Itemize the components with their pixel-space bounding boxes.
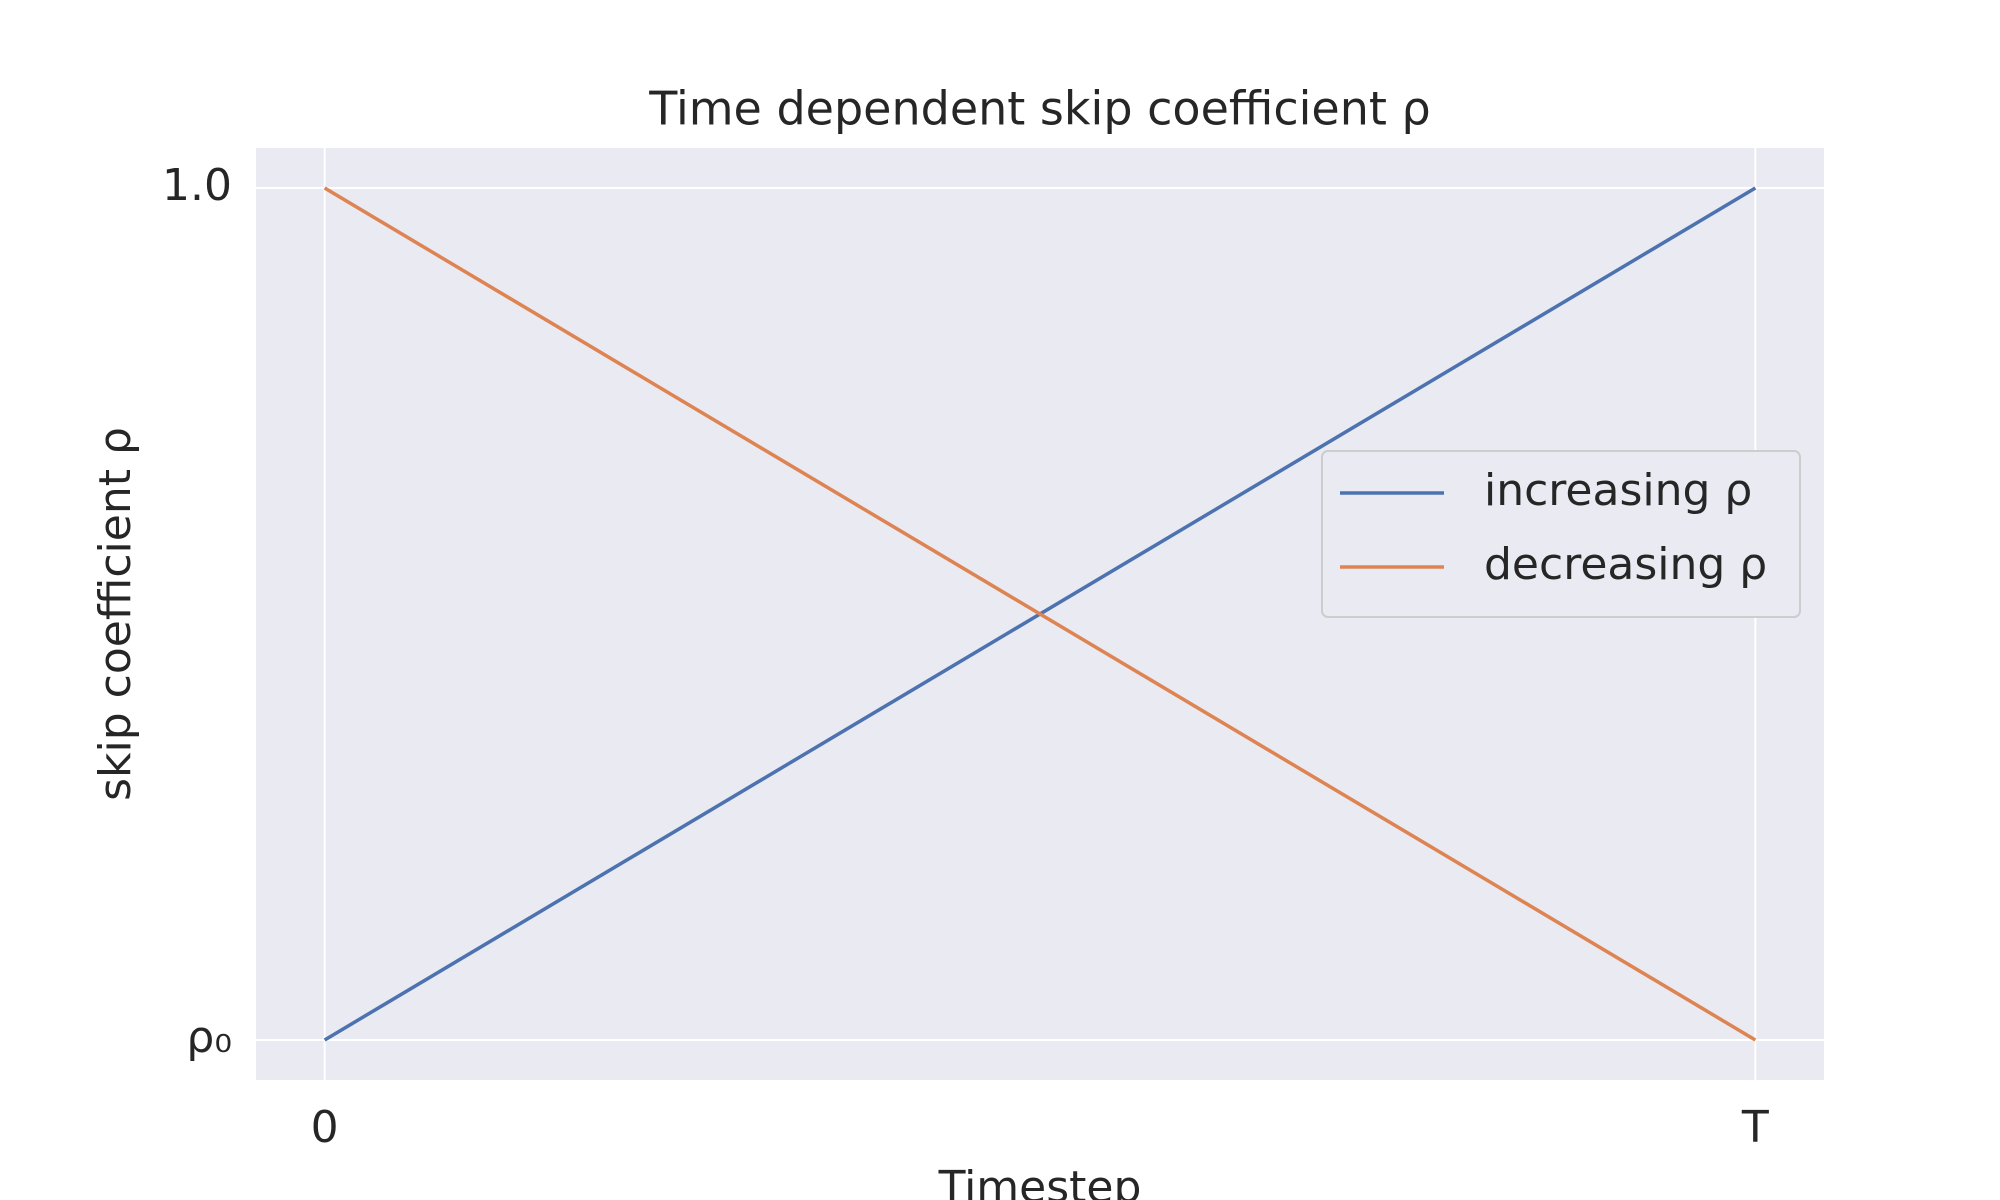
line: [323, 186, 1757, 1042]
y-tick-label: 1.0: [162, 160, 232, 211]
legend-label: decreasing ρ: [1484, 539, 1767, 590]
x-tick-label: 0: [311, 1102, 339, 1153]
x-tick-label: T: [1741, 1102, 1769, 1153]
x-axis-label: Timestep: [938, 1162, 1142, 1200]
y-axis-label: skip coefficient ρ: [90, 427, 141, 801]
y-tick-label: ρ₀: [186, 1012, 232, 1063]
chart-title: Time dependent skip coefficient ρ: [648, 82, 1430, 136]
legend-label: increasing ρ: [1484, 465, 1752, 516]
